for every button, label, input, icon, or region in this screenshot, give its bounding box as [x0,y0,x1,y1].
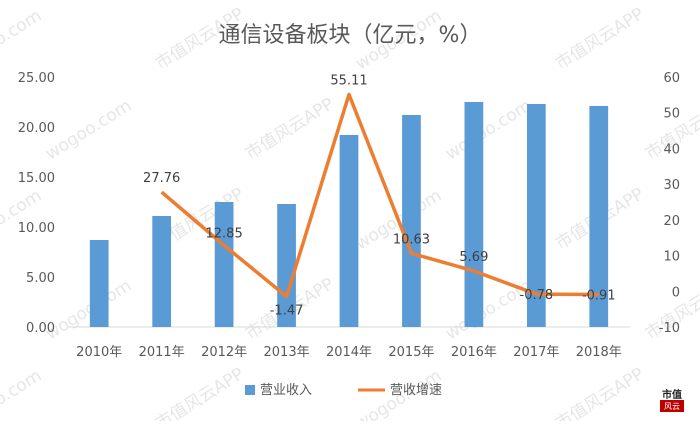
x-axis-tick-label: 2011年 [139,345,185,360]
x-axis-tick-label: 2018年 [576,345,622,360]
watermark-text: wogoo.com [442,276,535,345]
bar [464,102,484,327]
x-axis-tick-label: 2010年 [76,345,122,360]
left-axis: 0.00 5.00 10.00 15.00 20.00 25.00 [18,71,55,336]
watermark-text: wogoo.com [42,96,135,165]
right-axis-tick-label: 10 [663,250,680,265]
watermark-text: 市值风云APP [552,364,648,421]
watermark-text: wogoo.com [0,366,45,421]
bar [89,240,109,327]
bar [589,106,609,327]
bar [402,115,421,327]
bar [152,216,172,327]
x-axis-tick-label: 2012年 [201,345,247,360]
line-data-label: 27.76 [143,171,180,186]
right-axis-tick-label: 40 [663,142,680,157]
watermark-text: 市值风云APP [152,364,248,421]
line-data-labels: 27.76 12.85 -1.47 55.11 10.63 5.69 -0.78 -0.91 [143,73,616,318]
watermark-text: 市值风云APP [242,94,338,164]
line-data-label: -1.47 [270,304,304,319]
x-axis-tick-label: 2014年 [326,345,372,360]
x-axis: 2010年 2011年 2012年 2013年 2014年 2015年 2016年 2017年… [76,345,622,360]
line-data-label: 10.63 [393,232,430,247]
watermark-text: 市值风云APP [552,4,648,74]
right-axis: -10 0 10 20 30 40 50 60 [659,71,680,336]
chart-title: 通信设备板块（亿元，%） [219,23,482,48]
x-axis-tick-label: 2016年 [451,345,497,360]
legend-label-bar: 营业收入 [260,383,312,398]
legend-swatch-bar [245,385,255,395]
growth-line [160,92,599,299]
logo-badge [660,400,684,412]
x-axis-tick-label: 2017年 [513,345,559,360]
line-data-label: -0.91 [582,289,616,304]
line-data-label: 12.85 [206,226,243,241]
left-axis-tick-label: 10.00 [18,221,55,236]
left-axis-tick-label: 15.00 [18,171,55,186]
watermark-text: wogoo.com [442,96,535,165]
bar [277,204,296,327]
right-axis-tick-label: 0 [672,285,680,300]
legend-label-line: 营收增速 [390,383,442,398]
bar [526,104,546,327]
line-series [160,92,599,299]
watermark-text: wogoo.com [0,6,45,75]
line-data-label: 5.69 [459,250,488,265]
watermark-text: wogoo.com [0,186,45,255]
bar-series [89,102,609,327]
right-axis-tick-label: -10 [659,321,680,336]
bar [339,135,359,327]
right-axis-tick-label: 20 [663,214,680,229]
x-axis-tick-label: 2015年 [388,345,434,360]
logo-top-text: 市值 [662,388,682,401]
x-axis-tick-label: 2013年 [264,345,310,360]
right-axis-tick-label: 50 [663,107,680,122]
right-axis-tick-label: 60 [663,71,680,86]
left-axis-tick-label: 25.00 [18,71,55,86]
line-data-label: 55.11 [330,73,367,88]
right-axis-tick-label: 30 [663,178,680,193]
legend: 营业收入 营收增速 [245,383,442,398]
watermark-text: wogoo.com [42,276,135,345]
left-axis-tick-label: 0.00 [26,321,55,336]
bar [214,202,234,327]
brand-logo: 市值 风云 [660,388,684,412]
line-data-label: -0.78 [520,288,554,303]
left-axis-tick-label: 5.00 [26,271,55,286]
left-axis-tick-label: 20.00 [18,121,55,136]
logo-bottom-text: 风云 [664,402,680,411]
